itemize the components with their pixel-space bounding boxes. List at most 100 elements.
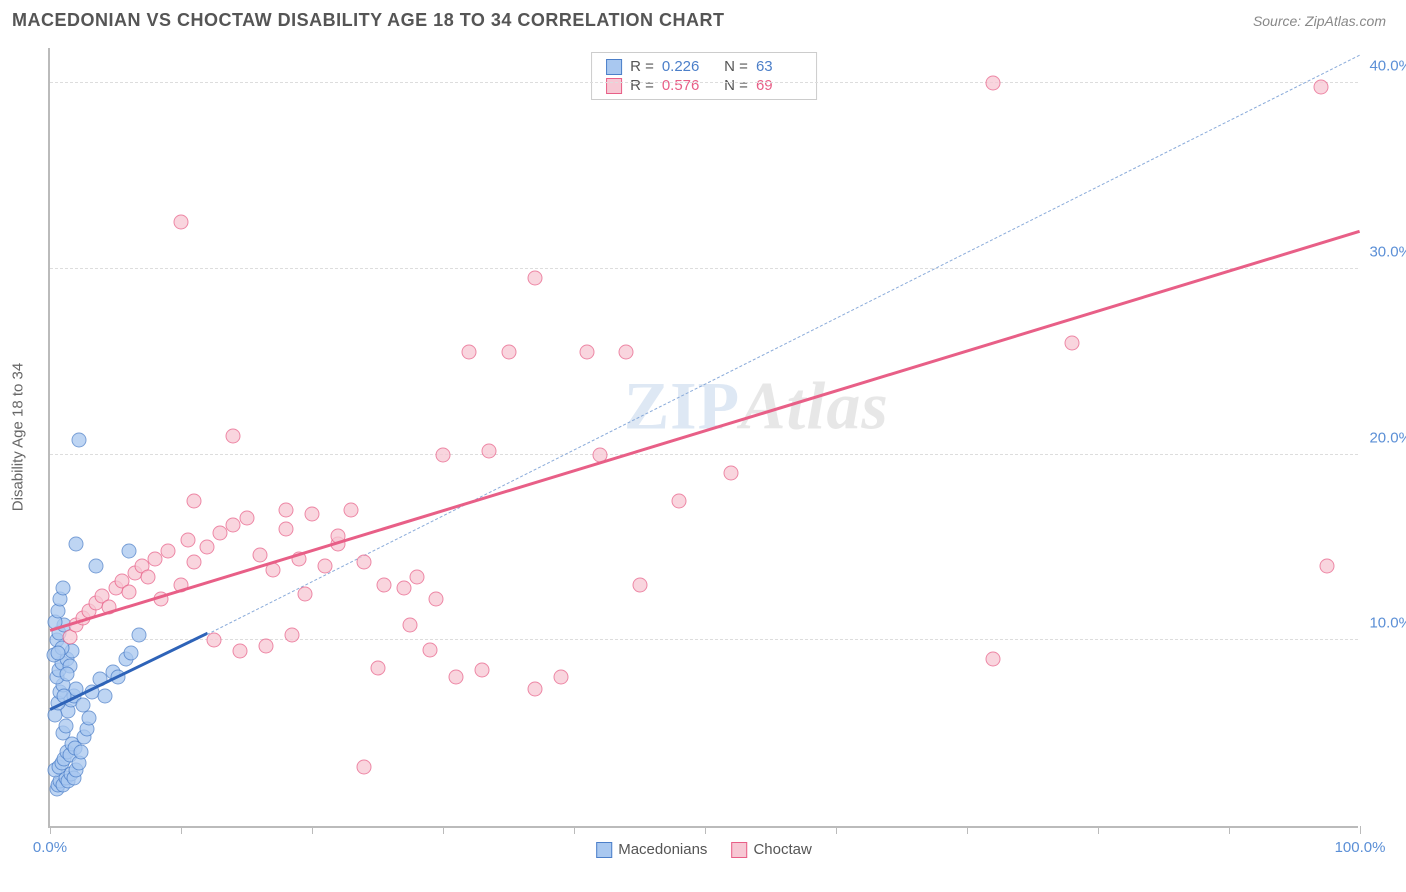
data-point [619,345,634,360]
data-point [396,581,411,596]
data-point [475,663,490,678]
data-point [75,698,90,713]
data-point [141,570,156,585]
data-point [422,642,437,657]
stats-legend: R = 0.226 N = 63R = 0.576 N = 69 [591,52,817,100]
data-point [318,559,333,574]
data-point [174,215,189,230]
legend-item: Macedonians [596,841,707,858]
data-point [1313,79,1328,94]
x-tick [836,826,837,834]
data-point [1320,559,1335,574]
data-point [344,503,359,518]
x-tick [312,826,313,834]
y-axis-title: Disability Age 18 to 34 [10,363,27,511]
x-tick [705,826,706,834]
x-tick [181,826,182,834]
data-point [527,681,542,696]
data-point [501,345,516,360]
data-point [50,646,65,661]
data-point [305,507,320,522]
data-point [632,577,647,592]
data-point [370,661,385,676]
y-tick-label: 30.0% [1369,243,1406,260]
n-label: N = [716,77,748,94]
n-value: 69 [756,77,802,94]
data-point [986,651,1001,666]
n-value: 63 [756,58,802,75]
legend-swatch [731,842,747,858]
legend-label: Choctaw [753,841,811,858]
data-point [58,718,73,733]
x-tick [443,826,444,834]
r-label: R = [630,58,654,75]
data-point [580,345,595,360]
data-point [298,586,313,601]
data-point [121,585,136,600]
data-point [226,429,241,444]
data-point [232,644,247,659]
data-point [436,447,451,462]
data-point [671,494,686,509]
y-tick-label: 20.0% [1369,429,1406,446]
data-point [200,540,215,555]
legend-item: Choctaw [731,841,811,858]
gridline [50,639,1358,640]
y-tick-label: 40.0% [1369,58,1406,75]
data-point [553,670,568,685]
chart-title: MACEDONIAN VS CHOCTAW DISABILITY AGE 18 … [12,10,725,31]
x-tick [1229,826,1230,834]
stats-row: R = 0.576 N = 69 [606,76,802,95]
data-point [986,76,1001,91]
data-point [56,581,71,596]
x-tick-label: 0.0% [33,839,67,856]
x-tick-label: 100.0% [1335,839,1386,856]
data-point [60,666,75,681]
data-point [278,521,293,536]
data-point [187,494,202,509]
data-point [98,689,113,704]
stats-row: R =0.226 N =63 [606,57,802,76]
scatter-chart: ZIPAtlas Disability Age 18 to 34 R =0.22… [48,48,1358,828]
data-point [259,638,274,653]
gridline [50,268,1358,269]
data-point [132,627,147,642]
data-point [357,555,372,570]
gridline [50,454,1358,455]
regression-line [50,229,1361,631]
bottom-legend: Macedonians Choctaw [596,841,812,858]
data-point [449,670,464,685]
data-point [82,711,97,726]
data-point [527,271,542,286]
legend-label: Macedonians [618,841,707,858]
x-tick [967,826,968,834]
gridline [50,82,1358,83]
r-value: 0.226 [662,58,708,75]
x-tick [50,826,51,834]
legend-swatch [596,842,612,858]
r-label: R = [630,77,654,94]
data-point [239,510,254,525]
data-point [278,503,293,518]
data-point [160,544,175,559]
data-point [409,570,424,585]
data-point [1064,336,1079,351]
legend-swatch [606,78,622,94]
data-point [180,533,195,548]
data-point [71,432,86,447]
x-tick [1098,826,1099,834]
regression-line [207,54,1360,634]
data-point [88,559,103,574]
data-point [429,592,444,607]
data-point [121,544,136,559]
y-tick-label: 10.0% [1369,615,1406,632]
chart-source: Source: ZipAtlas.com [1253,13,1386,29]
watermark: ZIPAtlas [624,366,889,445]
data-point [403,618,418,633]
data-point [74,744,89,759]
data-point [187,555,202,570]
r-value: 0.576 [662,77,708,94]
data-point [252,547,267,562]
data-point [285,627,300,642]
data-point [481,443,496,458]
